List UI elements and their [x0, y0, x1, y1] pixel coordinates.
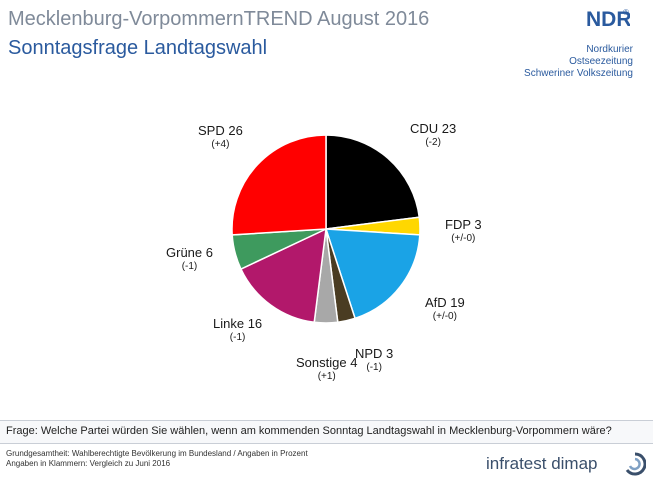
partner-list: Nordkurier Ostseezeitung Schweriner Volk… — [524, 44, 633, 80]
slice-change-label: (-2) — [425, 137, 441, 148]
partner-ostseezeitung: Ostseezeitung — [569, 56, 633, 67]
slice-label-linke: Linke 16 (-1) — [213, 316, 262, 344]
slice-label-afd: AfD 19 (+/-0) — [425, 295, 465, 323]
survey-question: Frage: Welche Partei würden Sie wählen, … — [6, 425, 612, 437]
ndr-logo-text: NDR — [586, 8, 630, 30]
slice-value-label: Linke 16 — [213, 316, 263, 331]
slice-change-label: (+/-0) — [451, 233, 476, 244]
question-bar: Frage: Welche Partei würden Sie wählen, … — [0, 420, 653, 444]
partner-nordkurier: Nordkurier — [586, 44, 633, 55]
slice-value-label: SPD 26 — [198, 123, 243, 138]
slice-value-label: AfD 19 — [425, 295, 465, 310]
pie-slice-linke — [239, 227, 327, 324]
slice-value-label: Sonstige 4 — [296, 355, 358, 370]
svg-text:®: ® — [623, 8, 629, 17]
pie-slice-spd — [231, 134, 327, 236]
chart-title: Mecklenburg-VorpommernTREND August 2016 — [8, 8, 430, 30]
slice-label-grne: Grüne 6 (-1) — [166, 245, 213, 273]
slice-change-label: (-1) — [181, 261, 198, 272]
chart-subtitle: Sonntagsfrage Landtagswahl — [8, 37, 268, 59]
infratest-dimap-logo-text: infratest dimap — [486, 454, 598, 473]
slice-change-label: (+1) — [317, 371, 336, 382]
basis-line-comparison: Angaben in Klammern: Vergleich zu Juni 2… — [6, 459, 171, 468]
infratest-dimap-logo-icon — [625, 452, 646, 476]
slice-value-label: FDP 3 — [445, 217, 482, 232]
methodology-note: Grundgesamtheit: Wahlberechtigte Bevölke… — [6, 449, 308, 469]
slice-change-label: (+4) — [211, 139, 230, 150]
slice-value-label: NPD 3 — [355, 346, 394, 361]
pie-slice-afd — [324, 228, 421, 320]
slice-label-spd: SPD 26 (+4) — [198, 123, 243, 151]
pie-slice-cdu — [325, 134, 421, 230]
slice-label-cdu: CDU 23 (-2) — [410, 121, 456, 149]
slice-label-fdp: FDP 3 (+/-0) — [445, 217, 482, 245]
slice-label-npd: NPD 3 (-1) — [355, 346, 393, 374]
basis-line-population: Grundgesamtheit: Wahlberechtigte Bevölke… — [6, 449, 308, 458]
slice-change-label: (-1) — [366, 362, 382, 373]
partner-schweriner-volkszeitung: Schweriner Volkszeitung — [524, 68, 633, 79]
slice-change-label: (+/-0) — [432, 311, 457, 322]
slice-label-sonstige: Sonstige 4 (+1) — [296, 355, 357, 383]
ndr-logo: NDR ® — [584, 6, 630, 30]
slice-value-label: CDU 23 — [410, 121, 457, 136]
slice-value-label: Grüne 6 — [166, 245, 213, 260]
slice-change-label: (-1) — [229, 332, 246, 343]
